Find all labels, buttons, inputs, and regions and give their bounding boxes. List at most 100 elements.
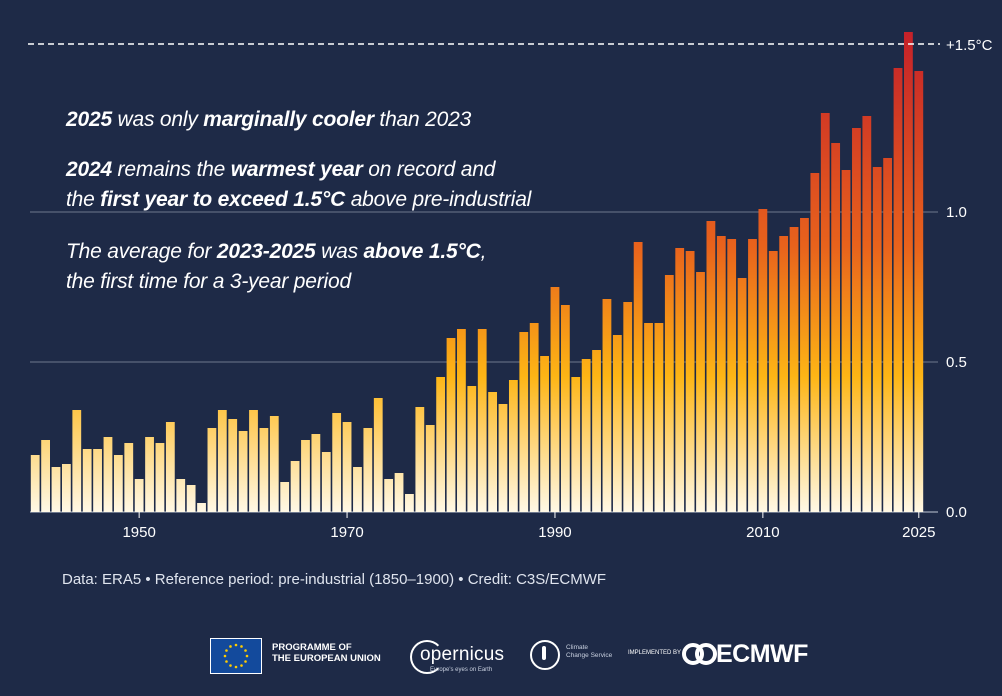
bar-2024 [904,32,913,512]
headline-3-text-b: above pre-industrial [345,188,532,211]
headline-4-text-c: , [480,240,487,263]
eu-star [229,645,232,648]
bar-2002 [675,248,685,512]
eu-label-line-1: PROGRAMME OF [272,642,352,653]
bar-1950 [134,479,144,512]
bar-1985 [498,404,508,512]
headline-2-text-a: remains the [111,158,231,181]
bar-1979 [436,377,446,512]
eu-star [240,664,243,667]
bar-1974 [384,479,394,512]
c3s-label-line-1: Climate [566,644,589,651]
headline-1-bold-year: 2025 [66,108,112,131]
x-tick-label: 1970 [330,524,363,541]
bar-2008 [737,278,747,512]
bar-1964 [280,482,290,512]
bar-1988 [529,323,539,512]
c3s-logo: Climate Change Service [530,638,620,674]
bar-1946 [93,449,102,512]
bar-2003 [685,251,695,512]
bar-1977 [415,407,425,512]
bar-2010 [758,209,768,512]
bar-1987 [519,332,529,512]
ecmwf-wordmark: ECMWF [716,640,808,668]
eu-star [234,643,238,647]
bar-1971 [353,467,362,512]
bar-1995 [602,299,612,512]
bar-1963 [269,416,279,512]
eu-star [244,660,247,663]
eu-star [240,645,243,648]
bar-2000 [654,323,664,512]
bar-1962 [259,428,269,512]
headline-4-text-b: was [315,240,364,263]
copernicus-c-icon [410,640,444,674]
bar-1978 [425,425,435,512]
bar-1940 [30,455,40,512]
headline-3: the first year to exceed 1.5°C above pre… [66,186,531,214]
bar-1975 [394,473,404,512]
threshold-label: +1.5°C [946,37,993,54]
bar-1969 [332,413,342,512]
bar-1983 [477,329,487,512]
bar-1992 [571,377,581,512]
eu-programme-label: PROGRAMME OF THE EUROPEAN UNION [272,642,381,664]
bar-2020 [862,116,872,512]
bar-1958 [217,410,227,512]
eu-star [223,654,227,658]
bar-1941 [41,440,50,512]
bar-1945 [82,449,92,512]
bar-1984 [488,392,497,512]
implemented-by-label: IMPLEMENTED BY [628,650,682,656]
bar-2012 [779,236,789,512]
eu-star [229,664,232,667]
bar-2009 [748,239,757,512]
thermometer-icon [542,646,546,660]
eu-star [234,665,238,669]
bar-1952 [155,443,165,512]
bar-1997 [623,302,633,512]
bar-1966 [301,440,310,512]
bar-1949 [124,443,134,512]
bar-1998 [633,242,643,512]
bar-1982 [467,386,477,512]
bar-1976 [405,494,414,512]
bar-1944 [72,410,82,512]
bar-1991 [560,305,570,512]
bar-2021 [872,167,882,512]
bar-1993 [581,359,591,512]
bar-1989 [540,356,549,512]
bar-2005 [706,221,716,512]
y-tick-label: 0.0 [946,504,967,521]
headline-5-text: the first time for a 3-year period [66,270,351,293]
eu-star [244,649,247,652]
bar-1981 [457,329,466,512]
headline-1-text-a: was only [111,108,204,131]
c3s-ring-icon [530,640,560,670]
y-tick-label: 1.0 [946,204,967,221]
x-tick-label: 2025 [902,524,935,541]
headline-3-text-a: the [66,188,101,211]
eu-star [225,649,228,652]
eu-star [225,660,228,663]
eu-stars-icon [223,643,249,669]
x-tick-label: 1950 [122,524,155,541]
bar-1994 [592,350,601,512]
bar-1999 [644,323,653,512]
bar-1955 [186,485,196,512]
bar-2004 [696,272,705,512]
eu-star [245,654,249,658]
headline-4: The average for 2023-2025 was above 1.5°… [66,238,486,266]
y-tick-label: 0.5 [946,354,967,371]
headline-1-bold-phrase: marginally cooler [203,108,374,131]
headline-3-bold-phrase: first year to exceed 1.5°C [100,188,346,211]
bar-2007 [727,239,737,512]
bar-2023 [893,68,903,512]
bar-2018 [841,170,851,512]
bar-1943 [61,464,71,512]
headline-4-bold-years: 2023-2025 [216,240,316,263]
bar-1948 [113,455,123,512]
bar-1960 [238,431,248,512]
bar-2015 [810,173,820,512]
bar-1980 [446,338,456,512]
